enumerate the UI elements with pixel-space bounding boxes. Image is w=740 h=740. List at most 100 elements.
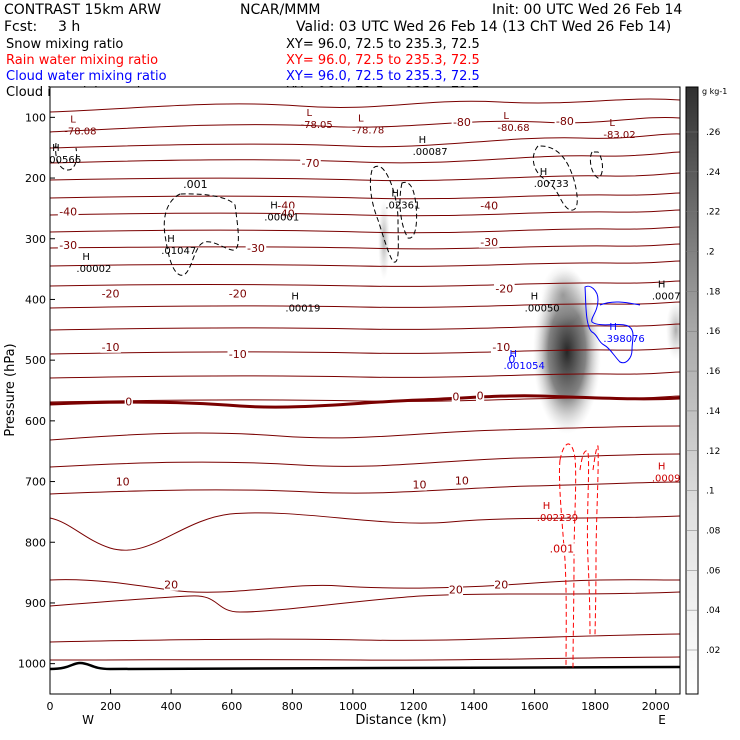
isotherm-label-bg <box>494 283 515 295</box>
y-tick-label: 800 <box>25 536 46 549</box>
x-tick-label: 1200 <box>399 700 427 713</box>
isotherm-label-bg <box>478 200 500 212</box>
isotherm-label-bg <box>451 117 473 129</box>
extremum-value: .00087 <box>413 147 448 158</box>
extremum-marker: H <box>540 167 548 178</box>
x-tick-label: 1600 <box>521 700 549 713</box>
extremum-value: .00050 <box>525 304 560 315</box>
extremum-value: .00074 <box>652 291 687 302</box>
extremum-marker: H <box>270 200 278 211</box>
extremum-value: .398076 <box>603 334 644 345</box>
isotherm-label: -30 <box>247 242 265 255</box>
west-endpoint: W <box>82 713 94 727</box>
extremum-marker: H <box>391 188 399 199</box>
extremum-marker: H <box>167 234 175 245</box>
extremum-value: .00001 <box>264 212 299 223</box>
isotherm-label-bg <box>115 476 130 488</box>
isotherm-label-bg <box>448 584 464 596</box>
field-xy: XY= 96.0, 72.5 to 235.3, 72.5 <box>286 69 480 84</box>
fcst-value: 3 h <box>58 19 80 35</box>
isotherm-label-bg <box>163 579 179 591</box>
extremum-value: -78.78 <box>352 126 384 137</box>
y-tick-label: 900 <box>25 597 46 610</box>
isotherm-label-bg <box>100 288 121 300</box>
colorbar-label: .16 <box>706 327 721 337</box>
colorbar-label: .02 <box>706 646 720 656</box>
colorbar-label: .12 <box>706 447 720 457</box>
extremum-marker: H <box>658 279 666 290</box>
isotherm-label-bg <box>454 475 470 487</box>
isotherm-label: -10 <box>229 348 247 361</box>
x-tick-label: 2000 <box>642 700 670 713</box>
extremum-marker: H <box>82 252 90 263</box>
x-tick-label: 600 <box>221 700 242 713</box>
cloud-water-contour <box>584 285 641 364</box>
colorbar-label: .2 <box>706 248 715 258</box>
extremum-value: -83.02 <box>603 130 635 141</box>
isotherm-label-bg <box>245 242 267 254</box>
extremum-value: .0009 <box>652 473 681 484</box>
isotherm-label: 20 <box>449 584 463 597</box>
isotherm-label-bg <box>451 391 460 403</box>
field-xy: XY= 96.0, 72.5 to 235.3, 72.5 <box>286 37 480 52</box>
zero-degree-isotherm <box>50 394 680 409</box>
model-title: CONTRAST 15km ARW <box>4 2 161 18</box>
colorbar-labels: .26 .24 .22 .2 .18 .16 .16 .14 .12 .1 .08 .06 .04 .02 <box>686 128 721 656</box>
extremum-value: .002239 <box>537 513 578 524</box>
colorbar-label: .06 <box>706 566 721 576</box>
y-tick-label: 400 <box>25 293 46 306</box>
extremum-value: .00002 <box>76 264 111 275</box>
extremum-marker: H <box>609 322 617 333</box>
colorbar-label: .04 <box>706 606 721 616</box>
extremum-marker: L <box>503 111 509 122</box>
contour-label: 0 <box>508 353 515 366</box>
isotherm-label: 0 <box>125 395 132 408</box>
isotherm-label: -10 <box>102 341 120 354</box>
rain-water-contours <box>558 443 599 669</box>
y-tick-label: 500 <box>25 354 46 367</box>
isotherm-label: -80 <box>453 116 471 129</box>
x-tick-label: 1400 <box>460 700 488 713</box>
fcst-label: Fcst: <box>4 19 37 35</box>
extremum-marker: H <box>658 461 666 472</box>
colorbar-label: .26 <box>706 128 721 138</box>
isotherm-label-bg <box>478 236 500 248</box>
org-label: NCAR/MMM <box>240 2 321 18</box>
isotherm-label: -20 <box>102 287 120 300</box>
isotherm-label-bg <box>227 288 249 300</box>
isotherm-label: -30 <box>480 236 498 249</box>
colorbar-label: .14 <box>706 407 721 417</box>
colorbar-label: .24 <box>706 168 721 178</box>
plot-content: -70-80 -80-40 -40 -40-30 -30 -30-20 -20 -20-10-… <box>46 98 687 671</box>
extremum-marker: L <box>358 114 364 125</box>
isotherm-label: -70 <box>301 157 319 170</box>
y-tick-label: 1000 <box>18 658 46 671</box>
isotherm-label-bg <box>57 239 79 251</box>
x-tick-label: 400 <box>161 700 182 713</box>
extremum-value: .00019 <box>285 304 320 315</box>
x-tick-label: 0 <box>47 700 54 713</box>
contour-label-bg <box>280 208 295 220</box>
extremum-marker: H <box>531 292 539 303</box>
x-tick-label: 1000 <box>339 700 367 713</box>
x-tick-label: 1800 <box>581 700 609 713</box>
axes: 0 200 400 600 800 1000 1200 1400 1600 1800 2000100… <box>18 111 670 713</box>
extremum-value: .00566 <box>46 155 81 166</box>
field-name: Snow mixing ratio <box>6 37 123 52</box>
isotherm-label: 10 <box>455 474 469 487</box>
y-tick-label: 600 <box>25 415 46 428</box>
snow-shading-upper <box>541 265 585 325</box>
field-xy: XY= 96.0, 72.5 to 235.3, 72.5 <box>286 53 480 68</box>
isotherm-label: -10 <box>492 341 510 354</box>
isotherm-label-bg <box>554 115 576 127</box>
extremum-marker: H <box>52 143 60 154</box>
snow-shading-column <box>378 200 390 280</box>
isotherm-label: -20 <box>495 283 513 296</box>
field-name: Rain water mixing ratio <box>6 53 158 68</box>
isotherm-label: 0 <box>477 389 484 402</box>
contour-label-bg <box>548 543 576 555</box>
isotherm-label-bg <box>475 390 485 402</box>
extremum-marker: L <box>70 114 76 125</box>
isotherm-label-bg <box>124 396 133 408</box>
